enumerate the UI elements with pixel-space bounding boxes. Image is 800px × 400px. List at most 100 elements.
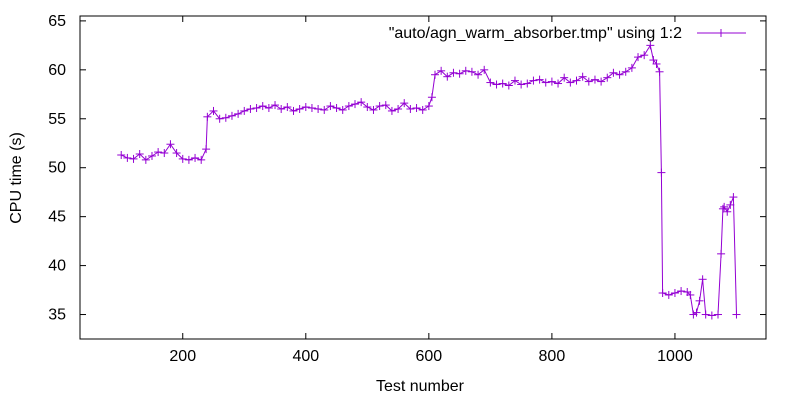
data-point-plus-icon [686, 290, 695, 299]
x-axis-label: Test number [376, 378, 465, 395]
data-point-plus-icon [215, 114, 224, 123]
data-point-plus-icon [455, 69, 464, 78]
data-point-plus-icon [670, 288, 679, 297]
y-tick-label: 45 [48, 209, 66, 226]
data-point-plus-icon [160, 149, 169, 158]
series-line [120, 44, 737, 317]
data-point-plus-icon [646, 41, 655, 50]
data-point-plus-icon [692, 308, 701, 317]
data-point-plus-icon [326, 102, 335, 111]
data-point-plus-icon [664, 290, 673, 299]
data-point-plus-icon [657, 168, 666, 177]
data-point-plus-icon [202, 145, 211, 154]
data-point-plus-icon [510, 76, 519, 85]
data-point-plus-icon [523, 79, 532, 88]
y-tick-label: 35 [48, 307, 66, 324]
data-point-plus-icon [351, 100, 360, 109]
data-point-plus-icon [252, 104, 261, 113]
data-point-plus-icon [437, 66, 446, 75]
data-point-plus-icon [234, 109, 243, 118]
legend-series-label: "auto/agn_warm_absorber.tmp" using 1:2 [389, 25, 682, 42]
data-point-plus-icon [363, 103, 372, 112]
data-point-plus-icon [603, 73, 612, 82]
data-point-plus-icon [615, 70, 624, 79]
y-tick-label: 65 [48, 13, 66, 30]
data-point-plus-icon [227, 111, 236, 120]
series-layer [117, 41, 741, 320]
data-point-plus-icon [590, 75, 599, 84]
data-point-plus-icon [640, 51, 649, 60]
data-point-plus-icon [486, 78, 495, 87]
data-point-plus-icon [375, 102, 384, 111]
data-point-plus-icon [578, 72, 587, 81]
y-axis-label: CPU time (s) [8, 132, 25, 224]
data-point-plus-icon [529, 76, 538, 85]
data-point-plus-icon [129, 154, 138, 163]
data-point-plus-icon [172, 149, 181, 158]
data-point-plus-icon [344, 102, 353, 111]
data-point-plus-icon [655, 67, 664, 76]
data-point-plus-icon [406, 104, 415, 113]
data-point-plus-icon [277, 104, 286, 113]
legend: "auto/agn_warm_absorber.tmp" using 1:2 [389, 25, 746, 42]
data-point-plus-icon [412, 104, 421, 113]
data-point-plus-icon [320, 105, 329, 114]
data-point-plus-icon [240, 106, 249, 115]
data-point-plus-icon [474, 70, 483, 79]
data-point-plus-icon [621, 67, 630, 76]
data-point-plus-icon [400, 99, 409, 108]
data-point-plus-icon [209, 106, 218, 115]
data-point-plus-icon [197, 155, 206, 164]
axis-ticks: 200 400 600 800 1000 35 40 45 50 55 60 65 [48, 13, 766, 365]
data-point-plus-icon [443, 72, 452, 81]
data-point-plus-icon [547, 77, 556, 86]
data-point-plus-icon [141, 155, 150, 164]
x-tick-label: 600 [415, 348, 442, 365]
data-point-plus-icon [166, 140, 175, 149]
data-point-plus-icon [289, 106, 298, 115]
data-point-plus-icon [117, 150, 126, 159]
data-point-plus-icon [221, 113, 230, 122]
data-point-plus-icon [314, 104, 323, 113]
data-point-plus-icon [554, 79, 563, 88]
data-point-plus-icon [427, 93, 436, 102]
data-point-plus-icon [480, 65, 489, 74]
data-point-plus-icon [246, 104, 255, 113]
data-point-plus-icon [369, 105, 378, 114]
data-point-plus-icon [677, 287, 686, 296]
data-point-plus-icon [560, 73, 569, 82]
data-point-plus-icon [609, 68, 618, 77]
data-point-plus-icon [714, 310, 723, 319]
y-tick-label: 40 [48, 258, 66, 275]
data-point-plus-icon [135, 150, 144, 159]
data-point-plus-icon [658, 288, 667, 297]
data-point-plus-icon [258, 102, 267, 111]
data-point-plus-icon [307, 104, 316, 113]
data-point-plus-icon [461, 66, 470, 75]
x-tick-label: 400 [292, 348, 319, 365]
data-point-plus-icon [634, 53, 643, 62]
data-point-plus-icon [381, 101, 390, 110]
data-point-plus-icon [720, 202, 729, 211]
data-point-plus-icon [732, 310, 741, 319]
data-point-plus-icon [301, 103, 310, 112]
data-point-plus-icon [184, 155, 193, 164]
data-point-plus-icon [387, 106, 396, 115]
y-tick-label: 60 [48, 62, 66, 79]
data-point-plus-icon [707, 311, 716, 320]
data-point-plus-icon [295, 104, 304, 113]
data-point-plus-icon [723, 207, 732, 216]
y-tick-label: 55 [48, 111, 66, 128]
data-point-plus-icon [449, 68, 458, 77]
data-point-plus-icon [627, 63, 636, 72]
data-point-plus-icon [597, 77, 606, 86]
data-point-plus-icon [517, 80, 526, 89]
data-point-plus-icon [541, 78, 550, 87]
legend-plus-icon [717, 29, 725, 37]
plot-frame [79, 15, 767, 340]
data-point-plus-icon [394, 104, 403, 113]
data-point-plus-icon [271, 101, 280, 110]
data-point-plus-icon [191, 153, 200, 162]
